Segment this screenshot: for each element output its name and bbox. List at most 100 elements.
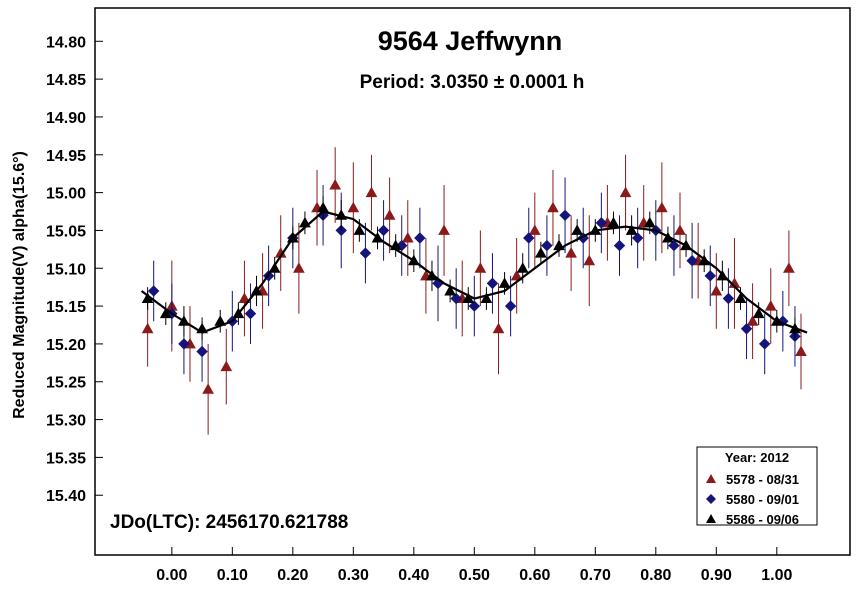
x-tick-label: 0.60 <box>519 567 550 584</box>
data-point <box>359 247 372 259</box>
data-point <box>238 292 251 304</box>
data-point <box>686 254 698 267</box>
x-tick-label: 1.00 <box>761 567 792 584</box>
data-point <box>244 307 257 320</box>
x-tick-label: 0.90 <box>701 567 732 584</box>
legend-label: 5586 - 09/06 <box>726 512 799 527</box>
data-point <box>462 292 475 304</box>
data-point <box>595 217 608 229</box>
y-tick-label: 15.10 <box>46 261 86 278</box>
data-point <box>377 224 390 237</box>
y-tick-label: 14.90 <box>46 110 86 127</box>
data-point <box>674 224 686 235</box>
legend-marker <box>706 514 716 523</box>
data-point <box>535 247 547 258</box>
data-point <box>668 239 680 252</box>
data-point <box>141 322 154 334</box>
data-point <box>353 224 366 235</box>
data-point <box>607 216 620 228</box>
data-point <box>625 224 638 235</box>
data-point <box>746 315 759 326</box>
x-tick-label: 0.70 <box>580 567 611 584</box>
data-point <box>474 262 487 273</box>
x-tick-label: 0.40 <box>398 567 429 584</box>
data-point <box>335 224 347 237</box>
data-point <box>740 323 753 335</box>
x-tick-label: 0.30 <box>338 567 369 584</box>
x-tick-label: 0.80 <box>640 567 671 584</box>
data-point <box>764 300 777 311</box>
data-point <box>619 186 632 198</box>
data-point <box>480 292 493 304</box>
data-point <box>492 322 505 334</box>
data-point <box>583 254 596 266</box>
data-point <box>438 224 450 235</box>
x-tick-label: 0.10 <box>217 567 248 584</box>
data-point <box>710 284 723 296</box>
data-point <box>571 224 584 235</box>
chart-title: 9564 Jeffwynn <box>378 26 563 56</box>
data-point <box>559 209 571 222</box>
data-point <box>565 247 577 258</box>
data-point <box>498 277 511 288</box>
data-point <box>202 383 214 394</box>
data-point <box>504 300 517 312</box>
x-tick-label: 0.00 <box>156 567 187 584</box>
data-point <box>196 345 208 358</box>
y-tick-label: 14.85 <box>46 72 86 89</box>
y-tick-label: 15.20 <box>46 337 86 354</box>
y-tick-label: 15.25 <box>46 375 86 392</box>
legend-label: 5578 - 08/31 <box>726 472 799 487</box>
data-point <box>734 292 747 304</box>
data-point <box>523 232 535 244</box>
data-point <box>541 239 553 252</box>
data-point <box>414 232 426 244</box>
y-axis-label: Reduced Magnitude(V) alpha(15.6°) <box>11 151 28 419</box>
data-point <box>758 338 771 350</box>
data-point <box>752 307 765 319</box>
data-point <box>450 292 462 305</box>
data-point <box>528 224 541 235</box>
legend-label: 5580 - 09/01 <box>726 492 799 507</box>
data-point <box>631 232 644 244</box>
chart-subtitle: Period: 3.0350 ± 0.0001 h <box>360 72 585 93</box>
data-point <box>329 179 342 190</box>
y-tick-label: 15.35 <box>46 450 86 467</box>
x-tick-label: 0.50 <box>459 567 490 584</box>
y-tick-label: 15.15 <box>46 299 86 316</box>
y-tick-label: 14.95 <box>46 148 86 165</box>
data-point <box>656 201 668 213</box>
data-point <box>347 201 360 213</box>
annotation: JDo(LTC): 2456170.621788 <box>110 512 348 533</box>
data-point <box>516 262 529 273</box>
data-point <box>486 277 499 290</box>
data-point <box>577 232 589 244</box>
y-tick-label: 14.80 <box>46 34 86 51</box>
legend-title: Year: 2012 <box>725 450 789 465</box>
data-point <box>383 209 396 220</box>
data-point <box>783 262 795 273</box>
data-point <box>401 231 414 243</box>
data-point <box>510 269 523 281</box>
y-tick-label: 15.00 <box>46 186 86 203</box>
data-point <box>147 285 160 297</box>
data-point <box>722 292 735 305</box>
data-point <box>293 262 305 273</box>
data-point <box>468 300 481 312</box>
data-point <box>220 360 233 372</box>
y-tick-label: 15.05 <box>46 223 86 240</box>
data-point <box>613 239 626 252</box>
x-tick-label: 0.20 <box>277 567 308 584</box>
data-point <box>795 345 807 356</box>
legend-box <box>696 446 818 526</box>
data-point <box>643 216 656 228</box>
data-point <box>178 338 190 350</box>
data-point <box>444 284 456 296</box>
legend-marker <box>706 474 716 483</box>
legend-marker <box>706 494 716 504</box>
fit-curve <box>140 210 808 334</box>
y-tick-label: 15.40 <box>46 488 86 505</box>
y-tick-label: 15.30 <box>46 413 86 430</box>
data-point <box>547 201 559 213</box>
